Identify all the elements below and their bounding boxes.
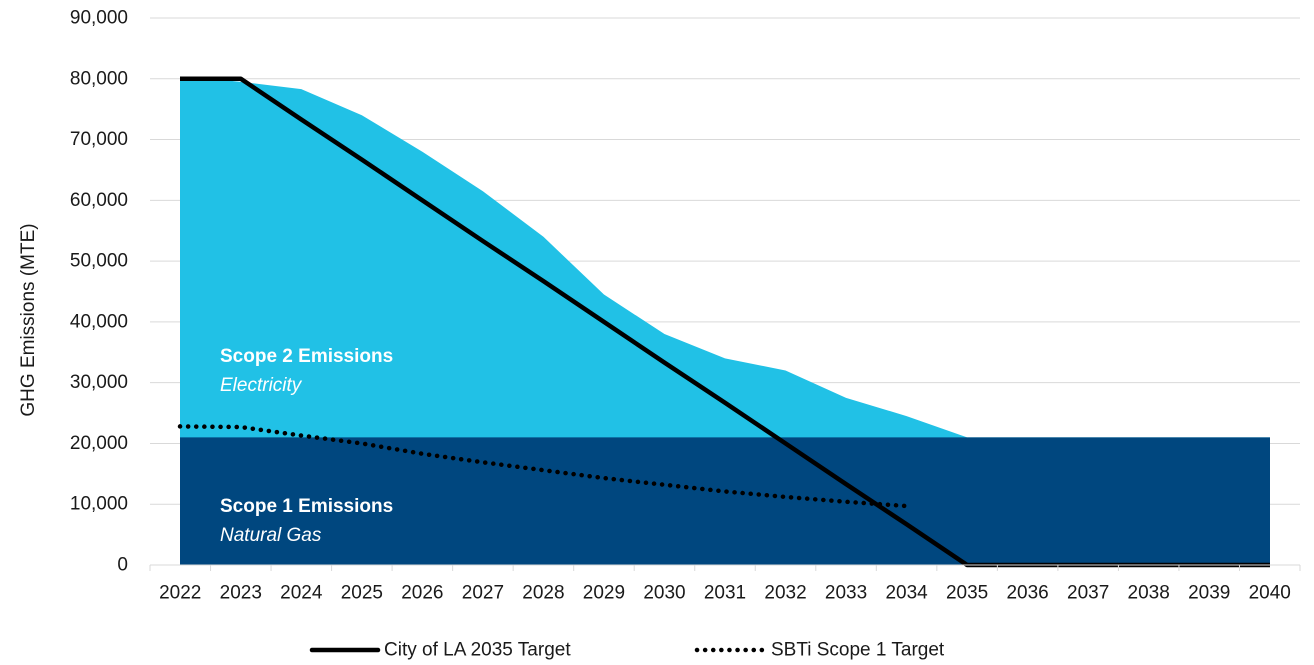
x-tick-label: 2039 <box>1188 583 1230 604</box>
x-tick-label: 2037 <box>1067 583 1109 604</box>
x-tick-label: 2027 <box>462 583 504 604</box>
scope2-sublabel: Electricity <box>220 375 303 396</box>
x-tick-label: 2033 <box>825 583 867 604</box>
scope1-area <box>180 437 1270 565</box>
x-tick-label: 2040 <box>1249 583 1291 604</box>
legend: City of LA 2035 Target SBTi Scope 1 Targ… <box>309 640 945 661</box>
x-tick-label: 2032 <box>764 583 806 604</box>
x-tick-label: 2024 <box>280 583 323 604</box>
sbti-scope1-target-line <box>177 424 909 509</box>
y-tick-label: 60,000 <box>70 190 128 211</box>
x-tick-label: 2031 <box>704 583 746 604</box>
x-tick-label: 2025 <box>341 583 383 604</box>
scope2-label: Scope 2 Emissions <box>220 346 393 367</box>
x-tick-label: 2030 <box>643 583 685 604</box>
x-tick-label: 2028 <box>522 583 564 604</box>
legend-label-city-target: City of LA 2035 Target <box>384 640 571 661</box>
area-series <box>180 78 1270 566</box>
legend-label-sbti-target: SBTi Scope 1 Target <box>771 640 945 661</box>
y-tick-label: 0 <box>117 555 128 576</box>
y-tick-label: 10,000 <box>70 494 128 515</box>
x-tick-label: 2022 <box>159 583 201 604</box>
x-axis-ticks: 2022 2023 2024 2025 2026 2027 2028 2029 2030 2031… <box>149 564 1301 604</box>
y-tick-label: 90,000 <box>70 8 128 29</box>
y-tick-label: 40,000 <box>70 311 128 332</box>
x-tick-label: 2034 <box>885 583 928 604</box>
scope1-label: Scope 1 Emissions <box>220 496 393 517</box>
x-tick-label: 2038 <box>1128 583 1170 604</box>
x-tick-label: 2023 <box>220 583 262 604</box>
y-tick-label: 20,000 <box>70 433 128 454</box>
x-tick-label: 2036 <box>1006 583 1048 604</box>
scope1-sublabel: Natural Gas <box>220 525 322 546</box>
y-tick-label: 50,000 <box>70 251 128 272</box>
x-tick-label: 2026 <box>401 583 443 604</box>
x-tick-label: 2035 <box>946 583 988 604</box>
x-tick-label: 2029 <box>583 583 625 604</box>
y-tick-label: 30,000 <box>70 372 128 393</box>
y-axis-ticks: 0 10,000 20,000 30,000 40,000 50,000 60,000 70,… <box>70 8 128 576</box>
y-tick-label: 70,000 <box>70 129 128 150</box>
y-axis-title: GHG Emissions (MTE) <box>18 223 39 416</box>
y-tick-label: 80,000 <box>70 68 128 89</box>
